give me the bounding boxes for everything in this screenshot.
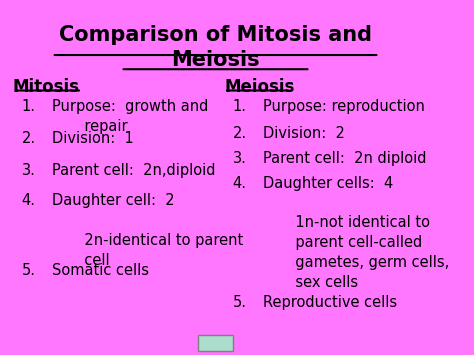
Text: 5.: 5. xyxy=(233,295,247,310)
Text: Parent cell:  2n,diploid: Parent cell: 2n,diploid xyxy=(52,163,215,178)
Text: 2.: 2. xyxy=(21,131,36,146)
Text: Daughter cell:  2

       2n-identical to parent
       cell: Daughter cell: 2 2n-identical to parent … xyxy=(52,193,243,268)
Text: 4.: 4. xyxy=(233,176,247,191)
Text: Comparison of Mitosis and
Meiosis: Comparison of Mitosis and Meiosis xyxy=(59,25,372,70)
Text: 4.: 4. xyxy=(21,193,36,208)
Text: Division:  2: Division: 2 xyxy=(263,126,345,141)
Text: 2.: 2. xyxy=(233,126,247,141)
Text: Purpose:  growth and
       repair: Purpose: growth and repair xyxy=(52,99,208,134)
Text: Purpose: reproduction: Purpose: reproduction xyxy=(263,99,425,114)
Text: Mitosis: Mitosis xyxy=(13,78,80,96)
Text: 3.: 3. xyxy=(21,163,36,178)
Text: Reproductive cells: Reproductive cells xyxy=(263,295,397,310)
Text: Division:  1: Division: 1 xyxy=(52,131,134,146)
Text: 5.: 5. xyxy=(21,263,36,278)
Text: Parent cell:  2n diploid: Parent cell: 2n diploid xyxy=(263,151,427,166)
Text: 1.: 1. xyxy=(21,99,36,114)
Text: Daughter cells:  4

       1n-not identical to
       parent cell-called
       : Daughter cells: 4 1n-not identical to pa… xyxy=(263,176,449,290)
Text: Meiosis: Meiosis xyxy=(224,78,294,96)
FancyBboxPatch shape xyxy=(198,335,233,351)
Text: 1.: 1. xyxy=(233,99,247,114)
Text: 3.: 3. xyxy=(233,151,246,166)
Text: Somatic cells: Somatic cells xyxy=(52,263,149,278)
